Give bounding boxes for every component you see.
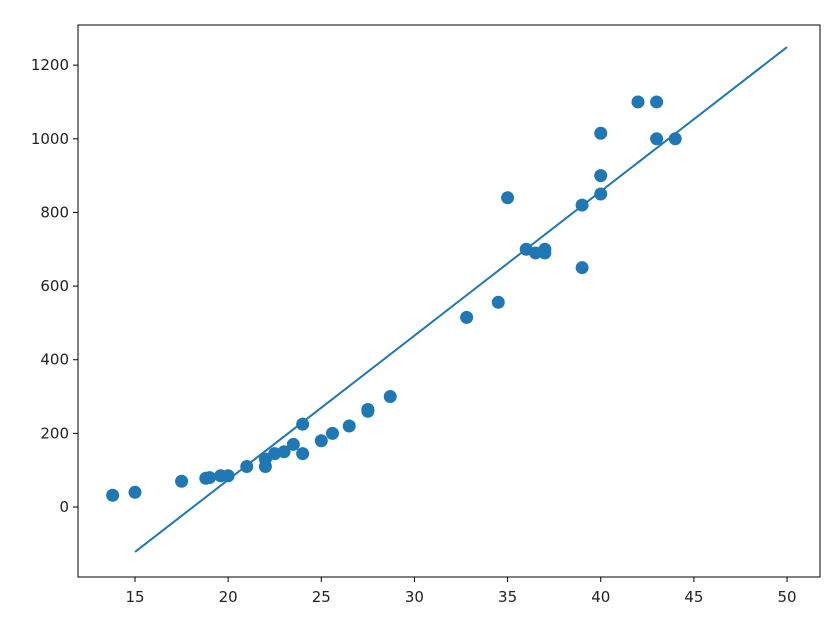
point — [296, 417, 310, 431]
point — [594, 187, 608, 201]
y-tick-label: 1000 — [31, 130, 69, 148]
point — [277, 445, 291, 459]
point — [203, 471, 217, 485]
point — [325, 426, 339, 440]
point — [361, 402, 375, 416]
point — [650, 95, 664, 109]
plot-frame — [77, 24, 821, 578]
x-tick-label: 40 — [591, 588, 610, 606]
point — [631, 95, 645, 109]
point — [575, 261, 589, 275]
x-tick-label: 20 — [219, 588, 238, 606]
point — [594, 126, 608, 140]
point — [286, 437, 300, 451]
point — [491, 295, 505, 309]
y-tick-label: 0 — [59, 498, 69, 516]
y-tick-label: 1200 — [31, 56, 69, 74]
point — [128, 485, 142, 499]
x-tick-label: 30 — [405, 588, 424, 606]
x-tick-label: 50 — [777, 588, 796, 606]
point — [501, 191, 515, 205]
point — [221, 469, 235, 483]
point — [106, 488, 120, 502]
y-tick-label: 400 — [40, 351, 69, 369]
x-tick-label: 45 — [684, 588, 703, 606]
point — [314, 434, 328, 448]
y-tick-label: 200 — [40, 424, 69, 442]
y-tick-label: 600 — [40, 277, 69, 295]
point — [594, 169, 608, 183]
point — [538, 246, 552, 260]
x-tick-label: 25 — [312, 588, 331, 606]
y-tick-label: 800 — [40, 203, 69, 221]
point — [296, 447, 310, 461]
point — [460, 310, 474, 324]
point — [342, 419, 356, 433]
point — [175, 474, 189, 488]
x-tick-label: 15 — [125, 588, 144, 606]
fit-line — [134, 46, 788, 553]
point — [383, 390, 397, 404]
x-tick-label: 35 — [498, 588, 517, 606]
point — [650, 132, 664, 146]
